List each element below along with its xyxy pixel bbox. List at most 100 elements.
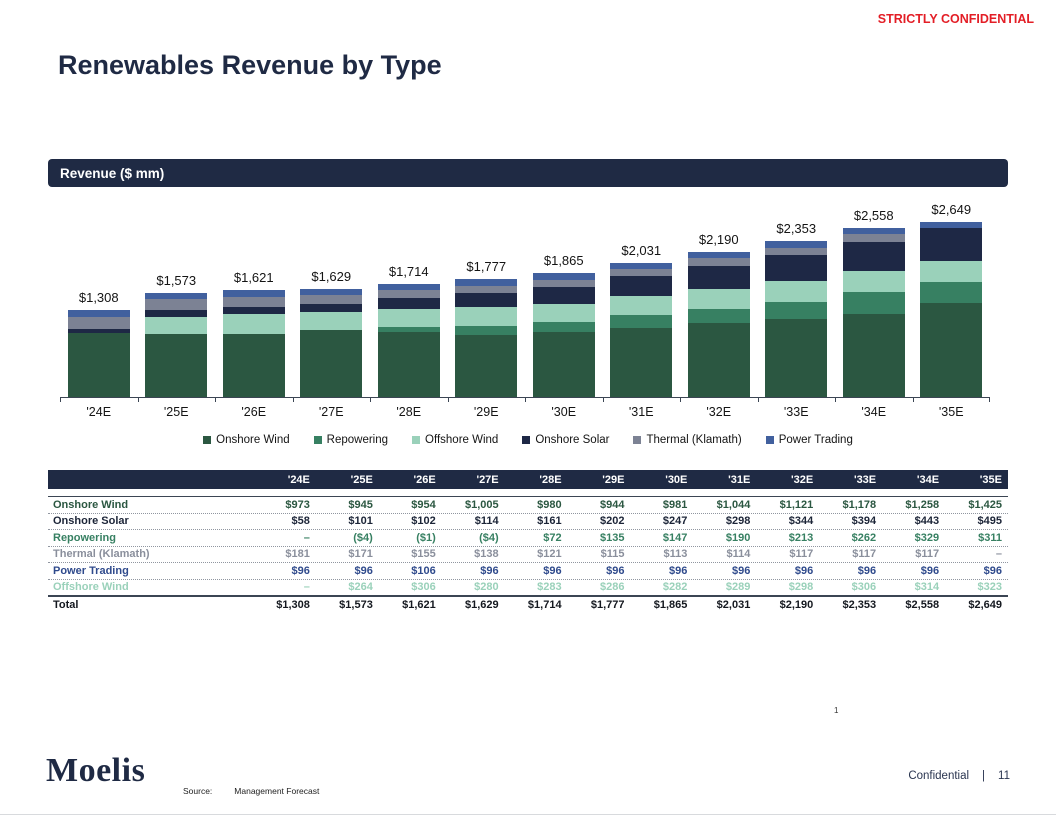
- table-cell: –: [995, 548, 1002, 561]
- table-cell: $121: [537, 548, 562, 561]
- revenue-table: '24E '25E '26E '27E '28E '29E '30E '31E '32E '33E…: [48, 470, 1008, 613]
- page-number: 11: [998, 770, 1010, 782]
- table-cell: $190: [725, 531, 751, 544]
- axis-tick: [447, 398, 449, 402]
- axis-tick: [215, 398, 216, 402]
- table-header-cell: '30E: [665, 473, 688, 486]
- bar-segment: [842, 234, 905, 242]
- bar-segment: [532, 279, 595, 288]
- page-title: Renewables Revenue by Type: [58, 50, 442, 80]
- table-cell: $114: [726, 548, 751, 561]
- x-axis-label: '31E: [628, 405, 654, 419]
- bar-segment: [920, 227, 983, 261]
- bar-segment: [222, 333, 285, 397]
- table-cell: $1,714: [527, 598, 562, 611]
- table-cell: $161: [537, 515, 562, 528]
- bar-segment: [687, 266, 750, 289]
- legend-label: Offshore Wind: [425, 434, 499, 446]
- bar-segment: [532, 332, 595, 397]
- bar-segment: [920, 260, 983, 283]
- table-cell: $323: [977, 581, 1002, 594]
- page-info: Confidential | 11: [908, 770, 1010, 782]
- bar-segment: [765, 301, 828, 320]
- bar-total-label: $2,190: [698, 232, 739, 248]
- confidential-label: Confidential: [908, 770, 970, 782]
- table-cell: $102: [411, 515, 436, 528]
- bar-total-label: $2,353: [776, 221, 817, 237]
- x-axis-label: '35E: [938, 405, 964, 419]
- table-cell: $1,621: [402, 598, 436, 611]
- table-cell: $96: [669, 564, 688, 577]
- table-cell: $495: [977, 515, 1002, 528]
- bar-segment: [920, 302, 983, 397]
- table-cell: $981: [662, 498, 688, 511]
- table-cell: $58: [291, 515, 310, 528]
- table-cell: $96: [480, 564, 499, 577]
- legend-item: Offshore Wind: [412, 434, 498, 446]
- table-cell: –: [303, 581, 310, 594]
- table-header-cell: '34E: [916, 473, 940, 486]
- legend-swatch: [522, 436, 531, 444]
- bar-segment: [687, 252, 750, 259]
- table-cell: $1,865: [653, 598, 688, 611]
- bar-segment: [145, 316, 208, 335]
- bar-segment: [145, 310, 208, 317]
- legend-swatch: [412, 436, 421, 444]
- axis-tick: [60, 398, 61, 402]
- table-cell: $135: [600, 531, 625, 544]
- bar-segment: [765, 255, 828, 282]
- table-cell: $1,178: [842, 498, 877, 511]
- axis-tick: [989, 398, 990, 402]
- table-cell: $147: [662, 531, 688, 544]
- bar-segment: [455, 306, 518, 326]
- table-cell: $954: [411, 498, 436, 511]
- moelis-logo: Moelis: [46, 752, 146, 789]
- bar-total-label: $1,629: [311, 268, 352, 284]
- bar-segment: [222, 296, 285, 307]
- bar-total-label: $2,558: [853, 207, 894, 223]
- section-banner-label: Revenue ($ mm): [60, 165, 165, 181]
- table-header-cell: '25E: [350, 473, 373, 486]
- bar-segment: [455, 325, 518, 335]
- bar-segment: [532, 322, 595, 333]
- table-cell: $329: [914, 531, 940, 544]
- x-axis-label: '27E: [318, 405, 344, 419]
- bar-segment: [455, 293, 518, 307]
- legend-label: Repowering: [326, 434, 389, 446]
- source-label: Source:: [183, 786, 213, 796]
- table-cell: $973: [285, 498, 310, 511]
- legend-item: Onshore Solar: [522, 434, 609, 446]
- table-header-cell: '32E: [791, 473, 814, 486]
- table-cell: $96: [983, 564, 1002, 577]
- bar-segment: [455, 285, 518, 294]
- bar-total-label: $2,031: [621, 242, 662, 258]
- bar-total-label: $1,777: [466, 259, 507, 275]
- bar-segment: [300, 330, 363, 397]
- table-cell: $202: [600, 515, 625, 528]
- bar-segment: [765, 247, 828, 256]
- table-cell: $2,558: [905, 598, 940, 611]
- table-cell: $2,649: [968, 598, 1002, 611]
- table-header-cell: '27E: [476, 473, 499, 486]
- table-cell: $1,044: [716, 498, 751, 511]
- x-axis-label: '24E: [86, 405, 112, 419]
- table-cell: $262: [851, 531, 877, 544]
- bar-segment: [377, 283, 440, 290]
- table-cell: $155: [411, 548, 436, 561]
- revenue-chart: $1,308 $1,573 $1,621 $1,629 $1,714 $1,777 $1,8…: [60, 202, 990, 419]
- bar-segment: [300, 311, 363, 331]
- bar-segment: [300, 288, 363, 296]
- table-cell: $1,308: [276, 598, 310, 611]
- legend-label: Power Trading: [778, 434, 853, 446]
- x-axis-label: '25E: [163, 405, 189, 419]
- table-cell: $171: [348, 548, 373, 561]
- table-header-cell: '26E: [413, 473, 436, 486]
- legend-item: Onshore Wind: [203, 434, 290, 446]
- table-row-label: Power Trading: [53, 564, 129, 577]
- table-cell: $283: [537, 581, 562, 594]
- bar-segment: [455, 334, 518, 397]
- table-cell: $1,573: [339, 598, 373, 611]
- bar-total-label: $1,714: [388, 263, 429, 279]
- table-cell: $2,031: [716, 598, 751, 611]
- table-cell: $1,629: [465, 598, 499, 611]
